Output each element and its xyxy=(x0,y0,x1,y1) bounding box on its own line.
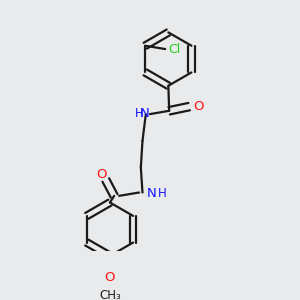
Text: Cl: Cl xyxy=(169,44,181,56)
Text: O: O xyxy=(105,271,115,284)
Text: CH₃: CH₃ xyxy=(99,289,121,300)
Text: N: N xyxy=(147,187,156,200)
Text: N: N xyxy=(140,107,149,120)
Text: O: O xyxy=(194,100,204,113)
Text: O: O xyxy=(96,169,107,182)
Text: H: H xyxy=(135,107,143,120)
Text: H: H xyxy=(158,187,166,200)
